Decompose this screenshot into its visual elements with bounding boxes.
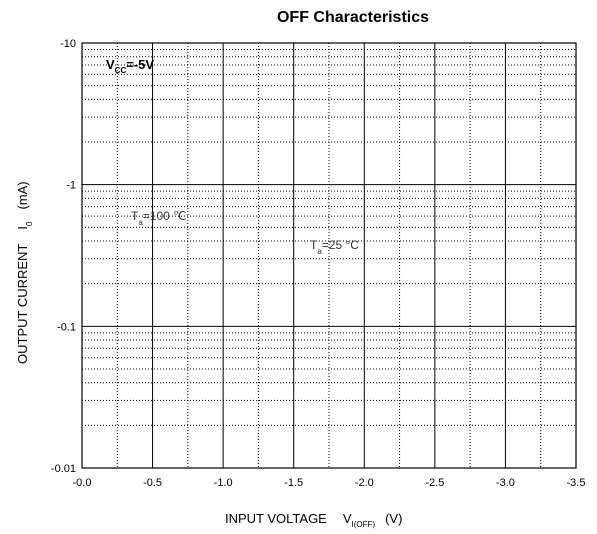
x-axis-label: INPUT VOLTAGE VI(OFF) (V) [225,511,402,529]
x-tick-label: -0.0 [73,477,92,489]
vcc-condition-annotation: VCC=-5V [106,57,154,75]
x-tick-labels: -0.0 -0.5 -1.0 -1.5 -2.0 -2.5 -3.0 -3.5 [73,477,586,489]
x-tick-label: -1.0 [214,477,233,489]
x-tick-label: -1.5 [284,477,303,489]
plot-frame [81,42,577,469]
chart-title: OFF Characteristics [277,9,429,26]
y-tick-label: -0.1 [57,321,76,333]
y-tick-labels: -10 -1 -0.1 -0.01 [51,38,76,475]
y-axis-label: OUTPUT CURRENTI0(mA) [15,181,34,364]
x-tick-label: -2.0 [355,477,374,489]
y-tick-label: -1 [66,180,76,192]
major-gridlines [82,43,576,468]
x-tick-label: -0.5 [143,477,162,489]
y-tick-label: -10 [60,38,76,50]
minor-gridlines [82,43,576,468]
x-tick-label: -3.5 [567,477,586,489]
x-tick-label: -3.0 [496,477,515,489]
x-tick-label: -2.5 [425,477,444,489]
y-tick-label: -0.01 [51,463,76,475]
ta-100-annotation: Ta=100 ℃ [131,209,187,227]
ta-25-annotation: Ta=25 °C [310,238,359,256]
